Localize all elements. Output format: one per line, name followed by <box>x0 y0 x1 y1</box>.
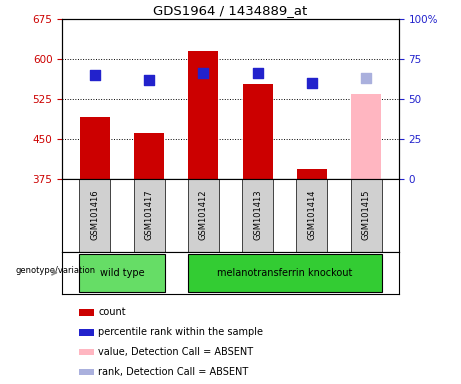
Bar <box>134 179 165 252</box>
Bar <box>79 349 94 356</box>
Point <box>91 72 99 78</box>
Text: GSM101413: GSM101413 <box>253 190 262 240</box>
Text: GSM101416: GSM101416 <box>90 190 99 240</box>
Bar <box>351 94 381 179</box>
Point <box>308 80 316 86</box>
Text: value, Detection Call = ABSENT: value, Detection Call = ABSENT <box>98 347 254 357</box>
Bar <box>79 329 94 336</box>
Bar <box>188 254 382 292</box>
Bar <box>79 309 94 316</box>
Text: rank, Detection Call = ABSENT: rank, Detection Call = ABSENT <box>98 367 248 377</box>
Bar <box>80 118 110 179</box>
Bar <box>242 84 272 179</box>
Bar <box>188 179 219 252</box>
Bar <box>79 254 165 292</box>
Bar <box>189 51 219 179</box>
Bar <box>296 179 327 252</box>
Bar <box>242 179 273 252</box>
Text: GSM101414: GSM101414 <box>307 190 316 240</box>
Text: percentile rank within the sample: percentile rank within the sample <box>98 327 263 337</box>
Point <box>145 77 153 83</box>
Title: GDS1964 / 1434889_at: GDS1964 / 1434889_at <box>154 3 307 17</box>
Point <box>362 75 370 81</box>
Bar <box>79 179 110 252</box>
Text: wild type: wild type <box>100 268 144 278</box>
Point <box>254 70 261 76</box>
Bar <box>297 169 327 179</box>
Text: GSM101412: GSM101412 <box>199 190 208 240</box>
Text: genotype/variation: genotype/variation <box>16 266 96 275</box>
Bar <box>134 133 164 179</box>
Text: melanotransferrin knockout: melanotransferrin knockout <box>217 268 353 278</box>
Text: count: count <box>98 308 126 318</box>
Bar <box>79 369 94 375</box>
Point <box>200 70 207 76</box>
Text: GSM101415: GSM101415 <box>362 190 371 240</box>
Bar <box>351 179 382 252</box>
Text: GSM101417: GSM101417 <box>145 190 154 240</box>
